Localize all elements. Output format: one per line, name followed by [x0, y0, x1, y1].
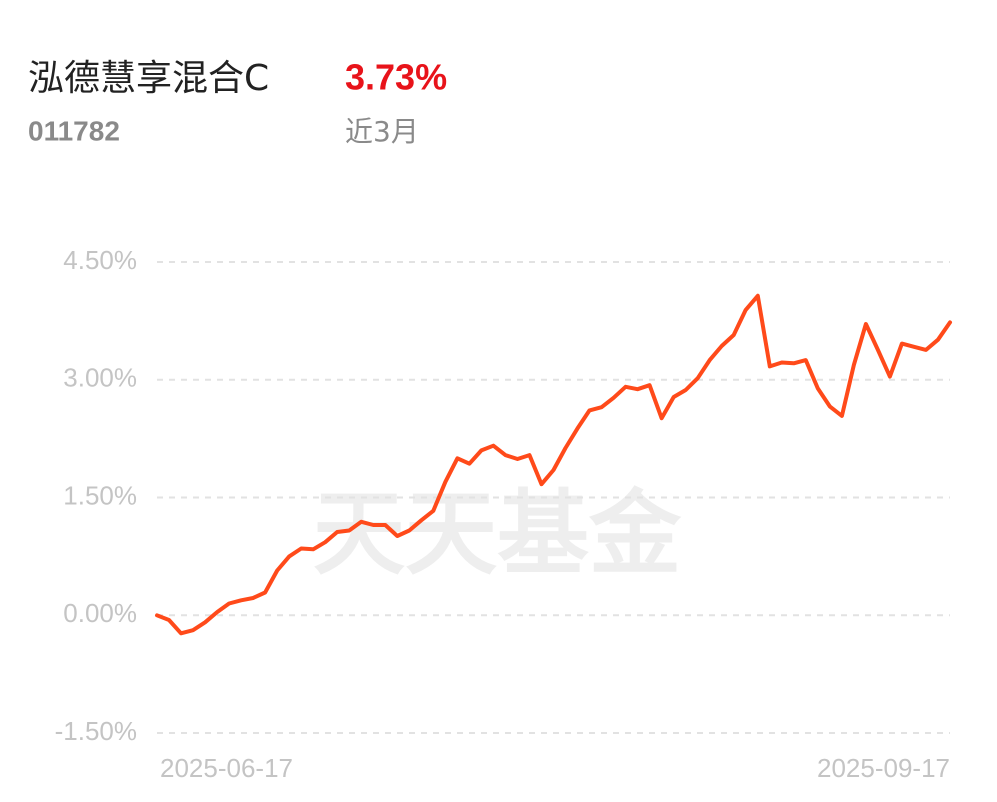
x-tick-label: 2025-06-17: [160, 753, 293, 783]
y-tick-label: 3.00%: [63, 363, 137, 393]
y-tick-label: 4.50%: [63, 245, 137, 275]
fund-code: 011782: [28, 115, 120, 146]
y-tick-label: -1.50%: [55, 716, 137, 746]
y-tick-label: 1.50%: [63, 480, 137, 510]
period: 近3月: [345, 115, 419, 148]
watermark: 天天基金: [313, 480, 682, 587]
line-series: [155, 293, 952, 636]
fund-name: 泓德慧享混合C: [28, 58, 269, 99]
y-tick-label: 0.00%: [63, 598, 137, 628]
x-tick-label: 2025-09-17: [817, 753, 950, 783]
return-value: 3.73%: [345, 57, 447, 98]
